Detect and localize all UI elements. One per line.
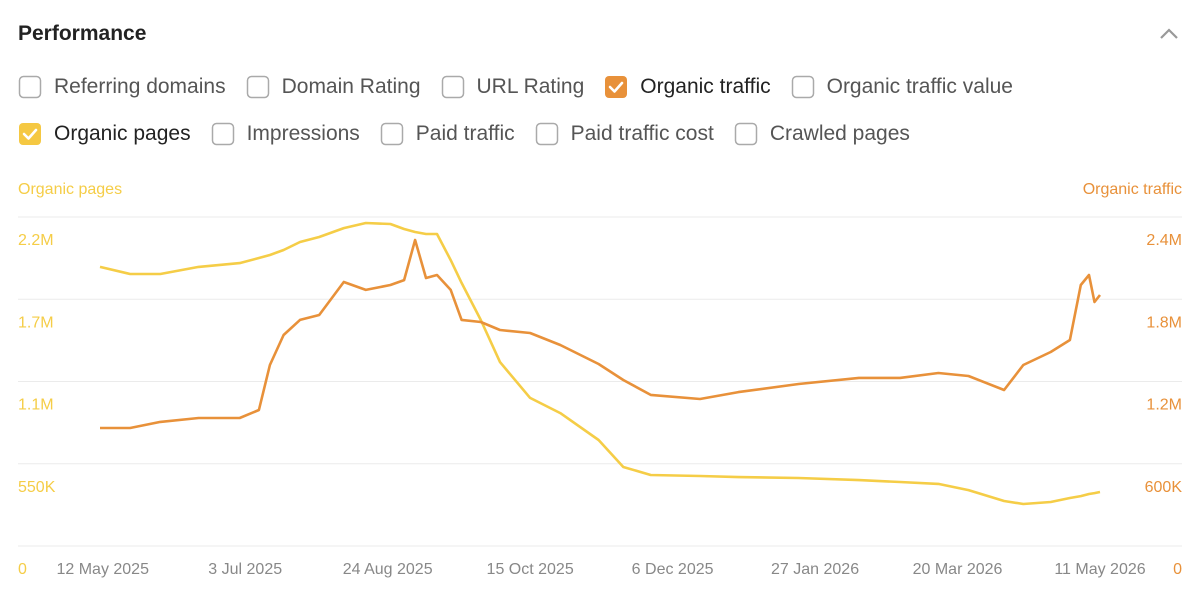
section-title: Performance	[18, 22, 147, 45]
checkbox[interactable]: Domain Rating	[246, 75, 421, 99]
y2-tick-label: 2.4M	[1146, 232, 1182, 249]
check-mark	[22, 128, 38, 140]
y-tick-label: 0	[18, 561, 27, 578]
y-tick-label: 2.2M	[18, 232, 54, 249]
checkbox-outline	[535, 122, 558, 146]
checkbox-label: Impressions	[246, 122, 360, 145]
checkbox[interactable]: Paid traffic cost	[535, 122, 714, 146]
checkbox-outline	[441, 75, 464, 99]
checkbox-label: Referring domains	[54, 75, 226, 98]
checkbox-box[interactable]	[535, 122, 559, 146]
y-axis-title: Organic pages	[18, 181, 122, 198]
checkbox-label: URL Rating	[476, 75, 585, 98]
y2-tick-label: 1.8M	[1146, 314, 1182, 331]
checkbox-fill	[605, 76, 628, 98]
checkbox-fill	[19, 123, 41, 145]
checkbox-label: Domain Rating	[281, 75, 421, 98]
checkbox-outline	[211, 122, 234, 146]
checkbox-label: Organic pages	[54, 122, 191, 145]
x-tick-label: 15 Oct 2025	[487, 561, 574, 578]
checkbox-label: Crawled pages	[769, 122, 910, 145]
checkbox[interactable]: Paid traffic	[380, 122, 515, 146]
checkbox-box[interactable]	[18, 122, 42, 146]
x-tick-label: 27 Jan 2026	[771, 561, 859, 578]
checkbox-box[interactable]	[791, 75, 815, 99]
y-tick-label: 550K	[18, 479, 56, 496]
checkbox-outline	[380, 122, 404, 146]
checkbox[interactable]: Organic pages	[18, 122, 191, 146]
checkbox-label: Organic traffic	[640, 75, 771, 98]
y2-axis-title: Organic traffic	[1083, 181, 1182, 198]
line-series	[99, 221, 1101, 506]
checkbox-box[interactable]	[734, 122, 758, 146]
checkbox[interactable]: Crawled pages	[734, 122, 910, 146]
checkbox[interactable]: URL Rating	[441, 75, 585, 99]
x-tick-label: 3 Jul 2025	[208, 561, 282, 578]
x-tick-label: 12 May 2025	[56, 561, 149, 578]
checkbox-box[interactable]	[604, 75, 628, 99]
checkbox-outline	[734, 122, 758, 146]
checkbox[interactable]: Organic traffic	[604, 75, 771, 99]
x-tick-label: 24 Aug 2025	[343, 561, 433, 578]
checkbox[interactable]: Organic traffic value	[791, 75, 1013, 99]
checkbox-box[interactable]	[18, 75, 42, 99]
checkbox-outline	[246, 75, 269, 99]
y2-tick-label: 0	[1173, 561, 1182, 578]
checkbox-box[interactable]	[211, 122, 235, 146]
checkbox[interactable]: Referring domains	[18, 75, 226, 99]
y2-tick-label: 1.2M	[1146, 397, 1182, 414]
y2-tick-label: 600K	[1145, 479, 1183, 496]
checkbox-row: Organic pages Impressions Paid traffic Paid…	[18, 122, 910, 146]
collapse-button[interactable]	[1158, 26, 1180, 42]
checkbox-label: Paid traffic	[415, 122, 515, 145]
checkbox-box[interactable]	[380, 122, 404, 146]
checkbox-outline	[18, 75, 42, 99]
checkbox-box[interactable]	[246, 75, 270, 99]
checkbox-outline	[791, 75, 814, 99]
checkbox-row: Referring domains Domain Rating URL Rating…	[18, 75, 1013, 99]
x-tick-label: 6 Dec 2025	[632, 561, 714, 578]
line-series	[100, 238, 1102, 430]
checkbox[interactable]: Impressions	[211, 122, 360, 146]
checkbox-label: Organic traffic value	[826, 75, 1013, 98]
x-tick-label: 20 Mar 2026	[913, 561, 1003, 578]
checkbox-label: Paid traffic cost	[570, 122, 714, 145]
x-tick-label: 11 May 2026	[1054, 561, 1145, 578]
y-tick-label: 1.1M	[18, 397, 54, 414]
y-tick-label: 1.7M	[18, 314, 54, 331]
checkbox-box[interactable]	[441, 75, 465, 99]
check-mark	[608, 81, 624, 93]
